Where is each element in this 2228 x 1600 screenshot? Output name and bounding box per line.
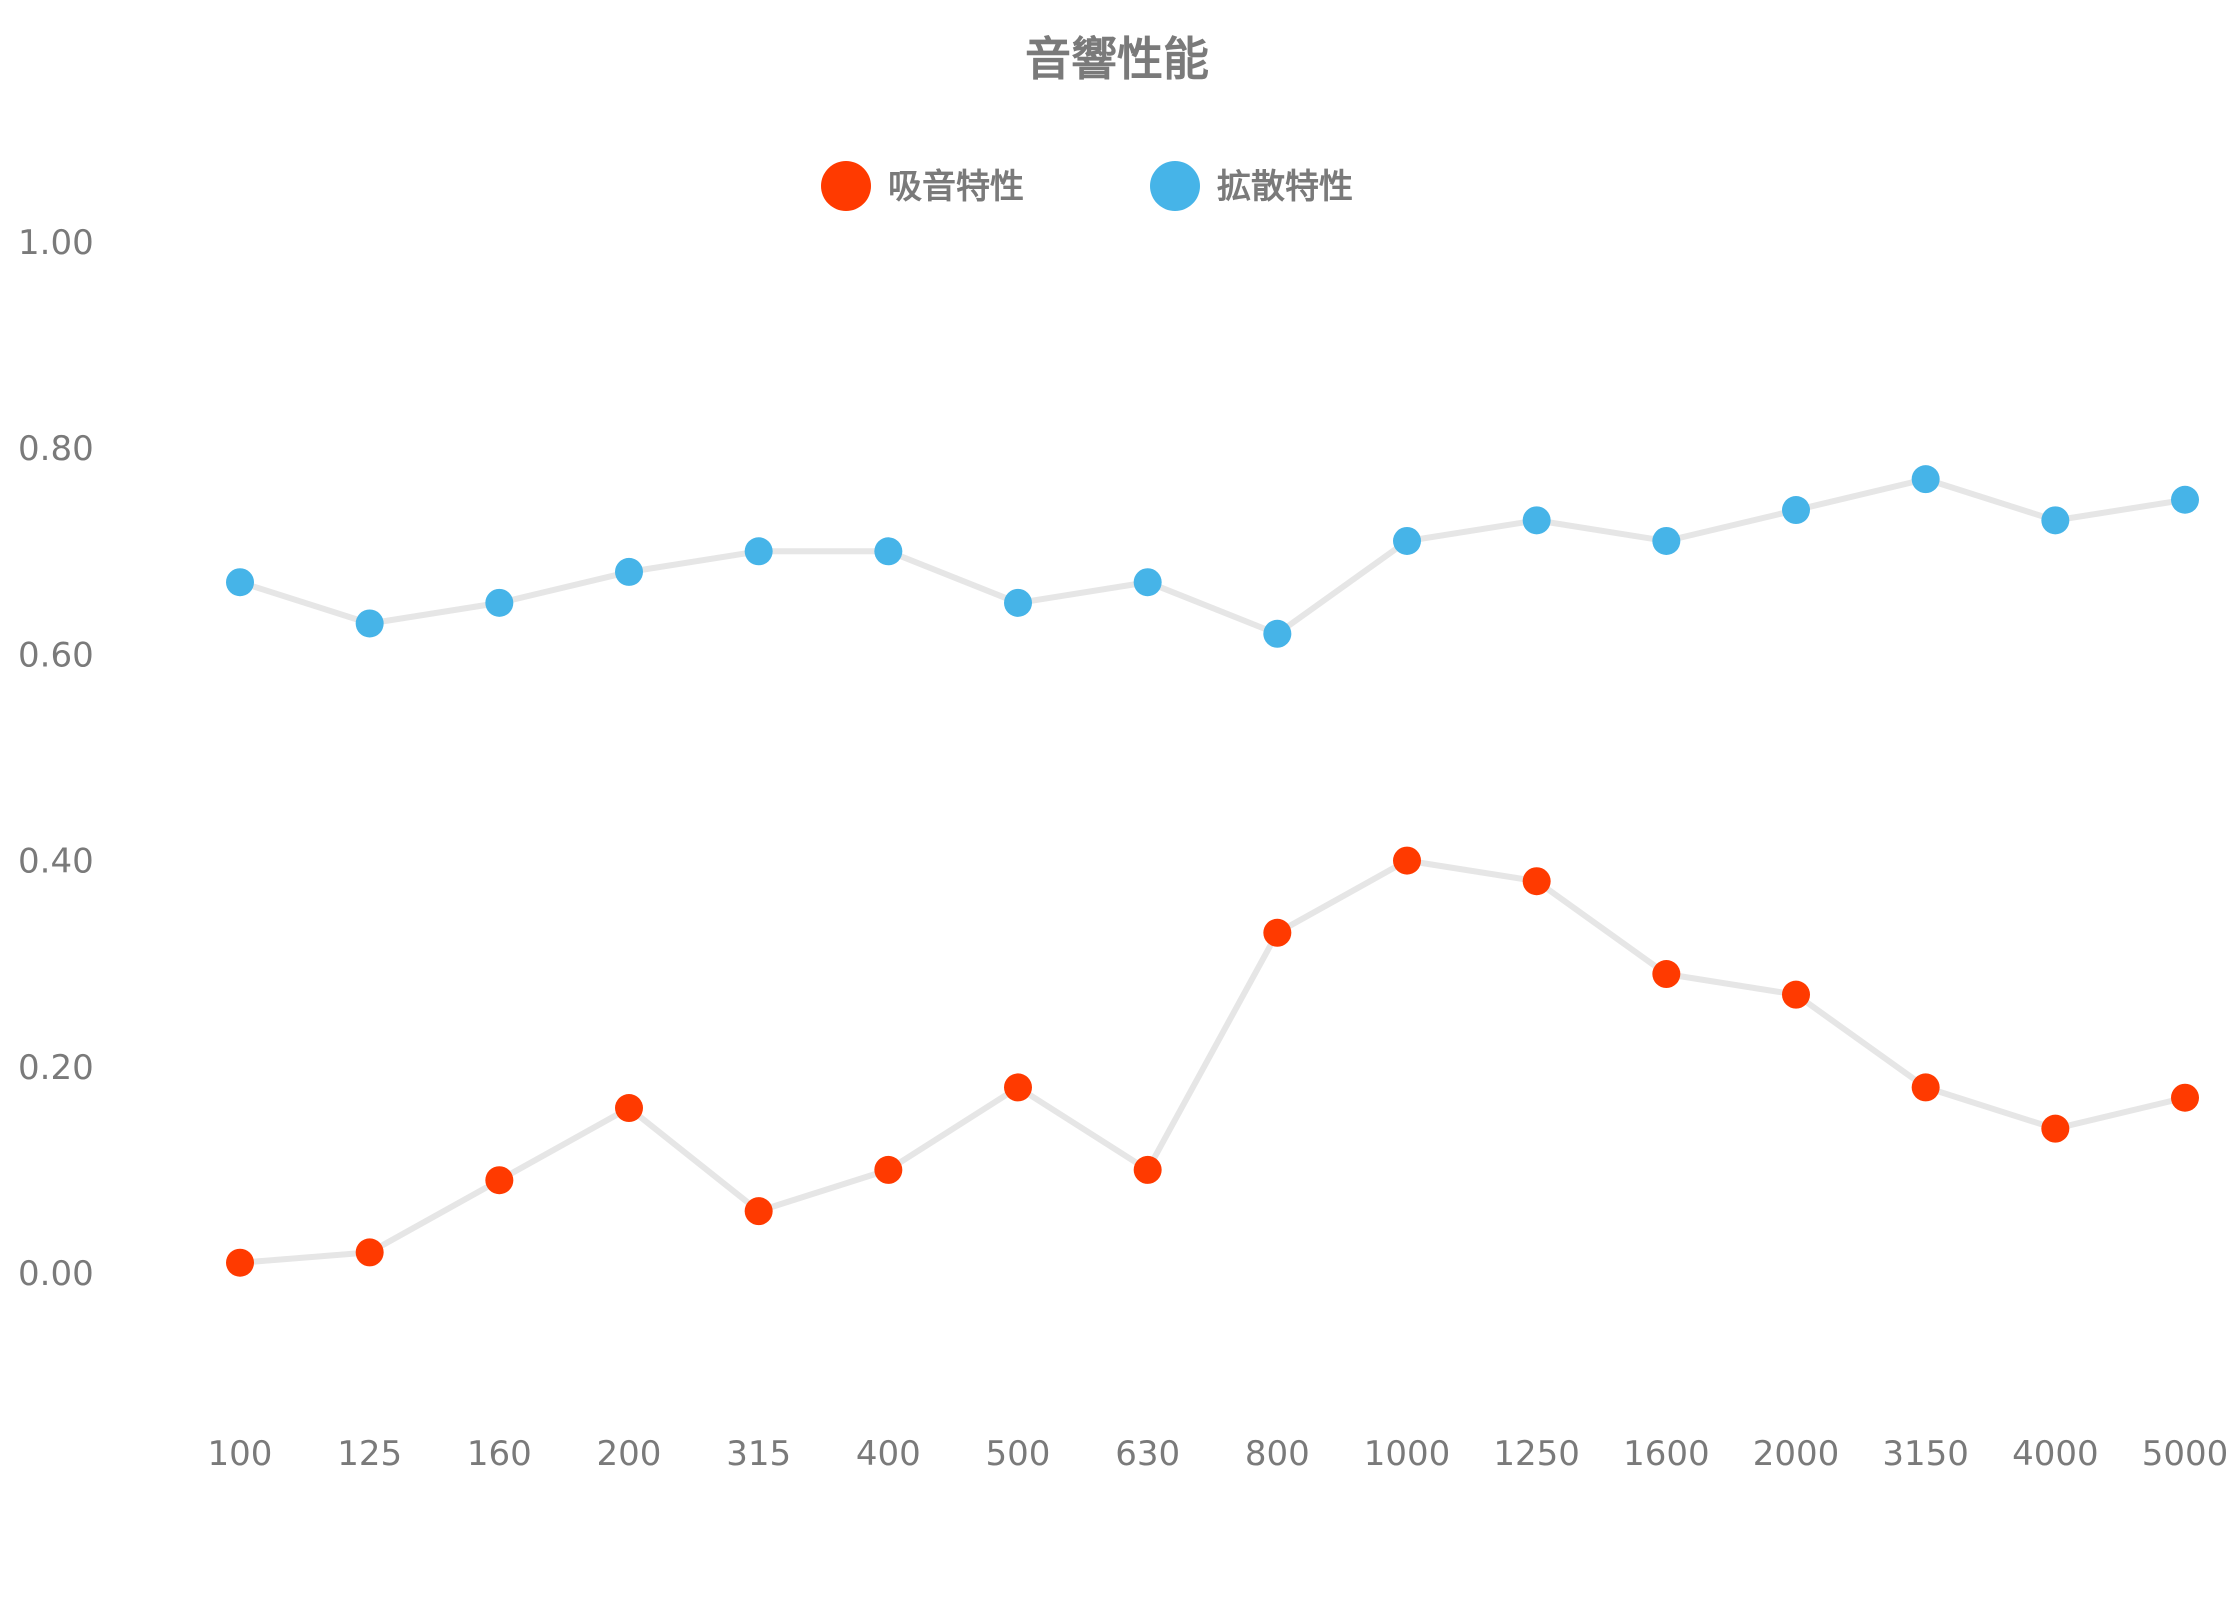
data-point-series-1[interactable] <box>1004 1073 1032 1102</box>
data-point-series-2[interactable] <box>355 609 384 638</box>
legend-marker-2 <box>1150 161 1200 211</box>
x-tick-label: 1250 <box>1493 1434 1580 1474</box>
x-tick-label: 100 <box>208 1434 273 1474</box>
x-tick-label: 800 <box>1245 1434 1310 1474</box>
x-tick-label: 5000 <box>2142 1434 2228 1474</box>
legend-label-2: 拡散特性 <box>1217 167 1353 207</box>
x-tick-label: 315 <box>726 1434 791 1474</box>
data-point-series-2[interactable] <box>1522 506 1551 535</box>
data-point-series-2[interactable] <box>1393 526 1421 555</box>
data-point-series-2[interactable] <box>1004 588 1032 617</box>
data-point-series-1[interactable] <box>226 1248 254 1277</box>
x-tick-label: 4000 <box>2012 1434 2099 1474</box>
legend-label-1: 吸音特性 <box>888 167 1024 207</box>
data-point-series-2[interactable] <box>1782 496 1810 525</box>
data-point-series-1[interactable] <box>485 1166 514 1195</box>
x-tick-label: 125 <box>337 1434 402 1474</box>
data-point-series-1[interactable] <box>615 1094 643 1123</box>
data-point-series-1[interactable] <box>744 1197 773 1226</box>
data-point-series-2[interactable] <box>1652 526 1681 555</box>
data-point-series-1[interactable] <box>1522 867 1551 896</box>
legend-marker-1 <box>821 161 871 211</box>
chart-title: 音響性能 <box>1025 32 1209 86</box>
data-point-series-1[interactable] <box>1133 1155 1162 1184</box>
x-tick-label: 500 <box>986 1434 1051 1474</box>
data-point-series-1[interactable] <box>1782 980 1810 1009</box>
y-axis: 0.00 0.20 0.40 0.60 0.80 1.00 <box>18 223 94 1294</box>
data-point-series-2[interactable] <box>1911 465 1940 494</box>
data-point-series-2[interactable] <box>485 588 514 617</box>
x-tick-label: 200 <box>597 1434 662 1474</box>
x-tick-label: 160 <box>467 1434 532 1474</box>
y-tick-label: 0.00 <box>18 1254 94 1294</box>
legend: 吸音特性 拡散特性 <box>821 161 1353 211</box>
data-point-series-2[interactable] <box>2171 485 2199 514</box>
x-tick-label: 1600 <box>1623 1434 1710 1474</box>
y-tick-label: 0.80 <box>18 429 94 469</box>
series-line-1 <box>237 857 2188 1266</box>
x-tick-label: 1000 <box>1364 1434 1451 1474</box>
x-tick-label: 2000 <box>1753 1434 1840 1474</box>
y-tick-label: 0.40 <box>18 842 94 882</box>
y-tick-label: 1.00 <box>18 223 94 263</box>
data-point-series-1[interactable] <box>355 1238 384 1267</box>
data-point-series-2[interactable] <box>744 537 773 566</box>
data-point-series-2[interactable] <box>226 568 254 597</box>
x-tick-label: 630 <box>1115 1434 1180 1474</box>
data-point-series-1[interactable] <box>1263 918 1292 947</box>
x-axis: 100 125 160 200 315 400 500 630 800 1000 1250 1600 2… <box>208 1434 2228 1474</box>
data-point-series-1[interactable] <box>2171 1083 2199 1112</box>
x-tick-label: 400 <box>856 1434 921 1474</box>
data-point-series-1[interactable] <box>1911 1073 1940 1102</box>
data-point-series-2[interactable] <box>2041 506 2070 535</box>
x-tick-label: 3150 <box>1882 1434 1969 1474</box>
data-point-series-2[interactable] <box>615 557 643 586</box>
data-point-series-1[interactable] <box>874 1155 903 1184</box>
plot-points <box>226 465 2199 1277</box>
data-point-series-2[interactable] <box>874 537 903 566</box>
data-point-series-1[interactable] <box>2041 1114 2070 1143</box>
data-point-series-2[interactable] <box>1263 619 1292 648</box>
data-point-series-1[interactable] <box>1393 846 1421 875</box>
data-point-series-1[interactable] <box>1652 960 1681 989</box>
data-point-series-2[interactable] <box>1133 568 1162 597</box>
y-tick-label: 0.60 <box>18 635 94 675</box>
plot-lines <box>237 476 2188 1266</box>
y-tick-label: 0.20 <box>18 1048 94 1088</box>
series-line-2 <box>237 476 2188 637</box>
